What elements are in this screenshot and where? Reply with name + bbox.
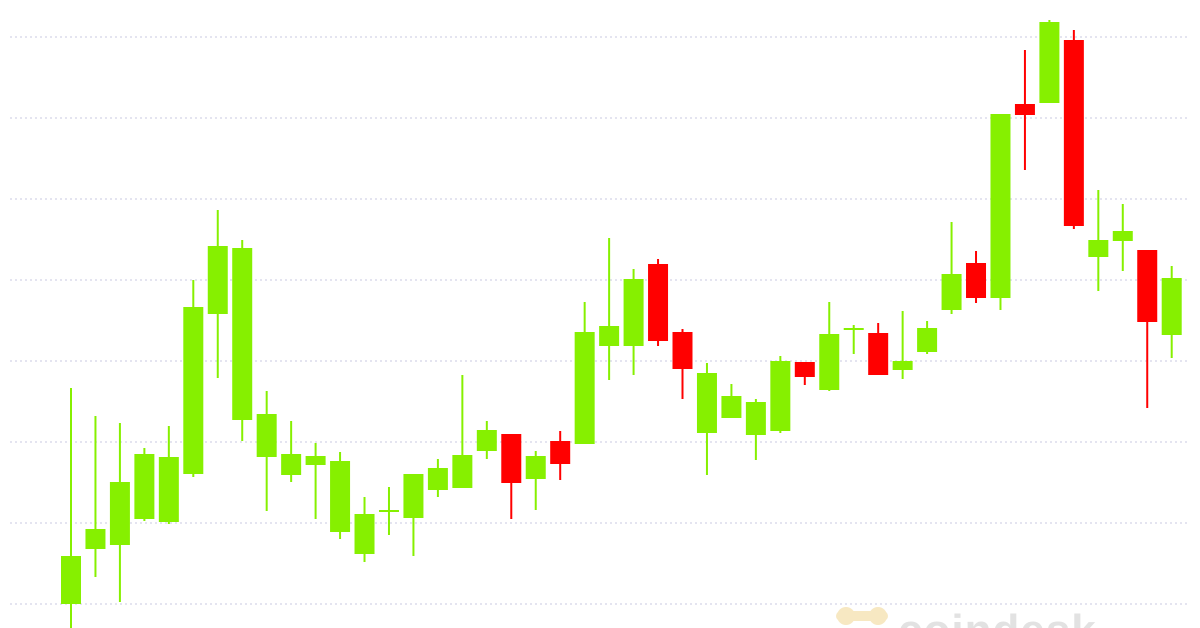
candle-19 bbox=[525, 451, 546, 510]
candle-26 bbox=[696, 363, 717, 475]
candle-11 bbox=[330, 452, 351, 539]
candle-body bbox=[476, 430, 497, 451]
candle-39 bbox=[1014, 50, 1035, 170]
candle-15 bbox=[427, 459, 448, 497]
candle-body bbox=[452, 455, 473, 488]
candle-body bbox=[378, 510, 399, 512]
candle-10 bbox=[305, 443, 326, 519]
candle-30 bbox=[794, 362, 815, 385]
candle-6 bbox=[207, 210, 228, 378]
candle-12 bbox=[354, 497, 375, 562]
candle-18 bbox=[501, 434, 522, 519]
candle-body bbox=[354, 514, 375, 554]
candle-body bbox=[158, 457, 179, 522]
candle-body bbox=[721, 396, 742, 418]
candle-body bbox=[843, 328, 864, 330]
candle-body bbox=[794, 362, 815, 377]
candle-31 bbox=[819, 302, 840, 391]
candle-1 bbox=[85, 416, 106, 577]
candle-body bbox=[648, 264, 669, 341]
candle-body bbox=[207, 246, 228, 314]
candle-7 bbox=[232, 240, 253, 441]
watermark: coindesk bbox=[836, 606, 1097, 628]
candle-body bbox=[183, 307, 204, 474]
candle-body bbox=[1161, 278, 1182, 335]
candle-body bbox=[941, 274, 962, 310]
chart-grid bbox=[10, 36, 1190, 605]
candle-body bbox=[868, 333, 889, 375]
candle-body bbox=[917, 328, 938, 352]
candle-34 bbox=[892, 311, 913, 379]
candle-14 bbox=[403, 474, 424, 556]
candle-28 bbox=[745, 399, 766, 460]
candle-body bbox=[672, 332, 693, 369]
candle-35 bbox=[917, 321, 938, 354]
candle-41 bbox=[1063, 30, 1084, 229]
candle-body bbox=[599, 326, 620, 346]
candle-8 bbox=[256, 391, 277, 511]
coindesk-logo-icon bbox=[836, 607, 888, 625]
candle-body bbox=[1112, 231, 1133, 241]
candle-2 bbox=[109, 423, 130, 602]
candle-body bbox=[330, 461, 351, 532]
candle-22 bbox=[599, 238, 620, 380]
candle-body bbox=[819, 334, 840, 390]
candle-body bbox=[403, 474, 424, 518]
candle-body bbox=[745, 402, 766, 435]
candle-body bbox=[696, 373, 717, 433]
candle-42 bbox=[1088, 190, 1109, 291]
candle-27 bbox=[721, 384, 742, 418]
candle-body bbox=[61, 556, 81, 604]
candle-body bbox=[305, 456, 326, 465]
candle-32 bbox=[843, 325, 864, 354]
candle-16 bbox=[452, 375, 473, 488]
candle-body bbox=[525, 456, 546, 479]
candle-44 bbox=[1137, 250, 1158, 408]
candle-body bbox=[109, 482, 130, 545]
candle-13 bbox=[378, 487, 399, 535]
candle-33 bbox=[868, 323, 889, 375]
candles bbox=[61, 20, 1182, 628]
candle-24 bbox=[648, 259, 669, 346]
candle-38 bbox=[990, 114, 1011, 310]
candle-body bbox=[501, 434, 522, 483]
candle-body bbox=[770, 361, 791, 431]
candle-40 bbox=[1039, 20, 1060, 103]
candle-5 bbox=[183, 280, 204, 477]
candle-body bbox=[1014, 104, 1035, 115]
candle-body bbox=[281, 454, 302, 475]
candle-21 bbox=[574, 302, 595, 444]
candle-45 bbox=[1161, 266, 1182, 358]
candle-body bbox=[892, 361, 913, 370]
candle-body bbox=[966, 263, 987, 298]
candle-9 bbox=[281, 421, 302, 482]
candle-body bbox=[427, 468, 448, 490]
candle-body bbox=[256, 414, 277, 457]
candle-37 bbox=[966, 251, 987, 303]
candle-body bbox=[1137, 250, 1158, 322]
candle-36 bbox=[941, 222, 962, 314]
candle-43 bbox=[1112, 204, 1133, 271]
candle-body bbox=[1063, 40, 1084, 226]
candle-body bbox=[1039, 22, 1060, 103]
candle-17 bbox=[476, 421, 497, 459]
candle-3 bbox=[134, 448, 155, 521]
watermark-text: coindesk bbox=[898, 606, 1097, 628]
candle-29 bbox=[770, 356, 791, 433]
candle-0 bbox=[61, 388, 81, 628]
candle-23 bbox=[623, 269, 644, 375]
candle-body bbox=[232, 248, 253, 420]
candle-body bbox=[85, 529, 106, 549]
candle-25 bbox=[672, 329, 693, 399]
candle-body bbox=[134, 454, 155, 519]
candle-body bbox=[574, 332, 595, 444]
candle-20 bbox=[550, 431, 571, 480]
candle-body bbox=[623, 279, 644, 346]
candle-body bbox=[1088, 240, 1109, 257]
candle-body bbox=[550, 441, 571, 464]
candle-body bbox=[990, 114, 1011, 298]
candle-4 bbox=[158, 426, 179, 524]
